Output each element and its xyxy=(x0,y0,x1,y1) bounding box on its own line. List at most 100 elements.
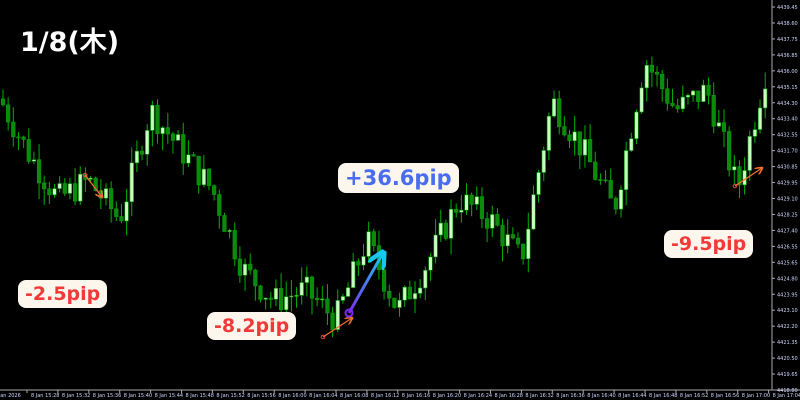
candle-body xyxy=(145,130,150,155)
entry-dot-icon xyxy=(82,172,88,178)
x-tick-label: 8 Jan 16:40 xyxy=(587,393,615,399)
candle-body xyxy=(629,138,634,151)
x-tick-label: 8 Jan 15:56 xyxy=(247,393,275,399)
candle-body xyxy=(407,286,412,300)
candle-body xyxy=(325,298,330,314)
candle-body xyxy=(67,183,73,194)
candle-body xyxy=(371,231,376,247)
x-tick-label: 8 Jan 16:08 xyxy=(340,393,368,399)
candle-body xyxy=(412,293,418,300)
candle-body xyxy=(191,154,196,157)
candle-body xyxy=(438,222,443,236)
candle-body xyxy=(634,111,639,139)
y-tick-label: 4423.10 xyxy=(777,308,798,314)
candle-body xyxy=(474,196,479,205)
candle-body xyxy=(16,136,21,139)
x-tick-label: 8 Jan 15:36 xyxy=(93,393,121,399)
y-tick-label: 4426.55 xyxy=(777,244,798,250)
candle-body xyxy=(685,94,691,98)
candle-body xyxy=(170,133,176,141)
candle-body xyxy=(242,263,248,276)
pip-label-minus-2-5: -2.5pip xyxy=(18,280,108,308)
candle-body xyxy=(757,107,763,130)
candle-body xyxy=(711,94,716,127)
candle-body xyxy=(304,276,309,283)
candle-body xyxy=(248,263,253,271)
candle-body xyxy=(562,126,567,136)
candle-body xyxy=(500,224,505,247)
candle-body xyxy=(351,261,356,288)
candle-body xyxy=(0,98,6,106)
y-tick-label: 4438.60 xyxy=(777,21,798,27)
candle-body xyxy=(654,71,660,75)
candle-body xyxy=(515,237,521,245)
x-tick-label: 8 Jan 16:48 xyxy=(649,393,677,399)
pip-label-minus-9-5: -9.5pip xyxy=(664,230,754,258)
x-tick-label: 8 Jan 15:52 xyxy=(216,393,244,399)
y-tick-label: 4435.15 xyxy=(777,85,798,91)
x-tick-label: 8 Jan 15:28 xyxy=(31,393,59,399)
candle-body xyxy=(598,179,603,181)
candle-body xyxy=(309,276,315,299)
y-tick-label: 4428.25 xyxy=(777,212,798,218)
candle-body xyxy=(36,159,42,184)
candle-body xyxy=(21,136,26,140)
orange-arrow-icon xyxy=(84,174,102,197)
candle-body xyxy=(26,139,31,162)
candle-body xyxy=(258,285,263,300)
candle-body xyxy=(150,104,155,131)
candle-body xyxy=(510,234,515,239)
x-tick-label: 8 Jan 2026 xyxy=(0,393,21,399)
candle-body xyxy=(495,214,500,226)
candle-body xyxy=(222,215,227,232)
candle-body xyxy=(284,296,289,311)
candle-body xyxy=(129,162,134,203)
x-tick-label: 8 Jan 16:20 xyxy=(433,393,461,399)
candle-body xyxy=(639,87,644,113)
y-tick-label: 4418.80 xyxy=(777,388,798,394)
y-tick-label: 4436.85 xyxy=(777,53,798,59)
y-tick-label: 4432.55 xyxy=(777,133,798,139)
candle-body xyxy=(459,209,464,213)
y-tick-label: 4425.65 xyxy=(777,260,798,266)
orange-arrow-icon xyxy=(734,168,762,187)
y-tick-label: 4431.70 xyxy=(777,149,798,155)
candle-body xyxy=(618,189,624,210)
candle-body xyxy=(114,208,119,217)
candle-body xyxy=(263,297,268,300)
candle-body xyxy=(186,154,191,164)
candle-body xyxy=(330,312,335,330)
candle-body xyxy=(448,208,454,239)
candle-body xyxy=(706,84,711,96)
candle-body xyxy=(73,183,78,202)
candle-body xyxy=(479,196,485,219)
candle-body xyxy=(624,150,629,190)
candle-body xyxy=(361,256,366,266)
x-tick-label: 8 Jan 15:48 xyxy=(186,393,214,399)
candle-body xyxy=(253,269,258,287)
candle-body xyxy=(603,179,608,182)
candle-body xyxy=(109,188,114,210)
candle-body xyxy=(551,98,557,117)
candle-body xyxy=(675,105,680,110)
x-tick-label: 8 Jan 16:12 xyxy=(371,393,399,399)
candle-body xyxy=(423,269,428,289)
candle-body xyxy=(47,188,52,196)
candle-body xyxy=(52,188,57,196)
candle-body xyxy=(418,287,423,294)
candle-body xyxy=(541,150,546,173)
y-tick-label: 4422.20 xyxy=(777,324,798,330)
candle-body xyxy=(387,291,392,299)
candle-body xyxy=(340,296,346,301)
candle-body xyxy=(680,96,685,110)
candle-body xyxy=(31,159,36,162)
candle-body xyxy=(268,297,273,300)
candle-body xyxy=(582,139,588,156)
pip-label-plus-36-6: +36.6pip xyxy=(338,163,459,193)
candle-body xyxy=(737,166,742,186)
candle-body xyxy=(701,84,706,102)
x-tick-label: 8 Jan 17:04 xyxy=(773,393,800,399)
candle-body xyxy=(278,287,284,311)
candle-body xyxy=(490,214,495,229)
